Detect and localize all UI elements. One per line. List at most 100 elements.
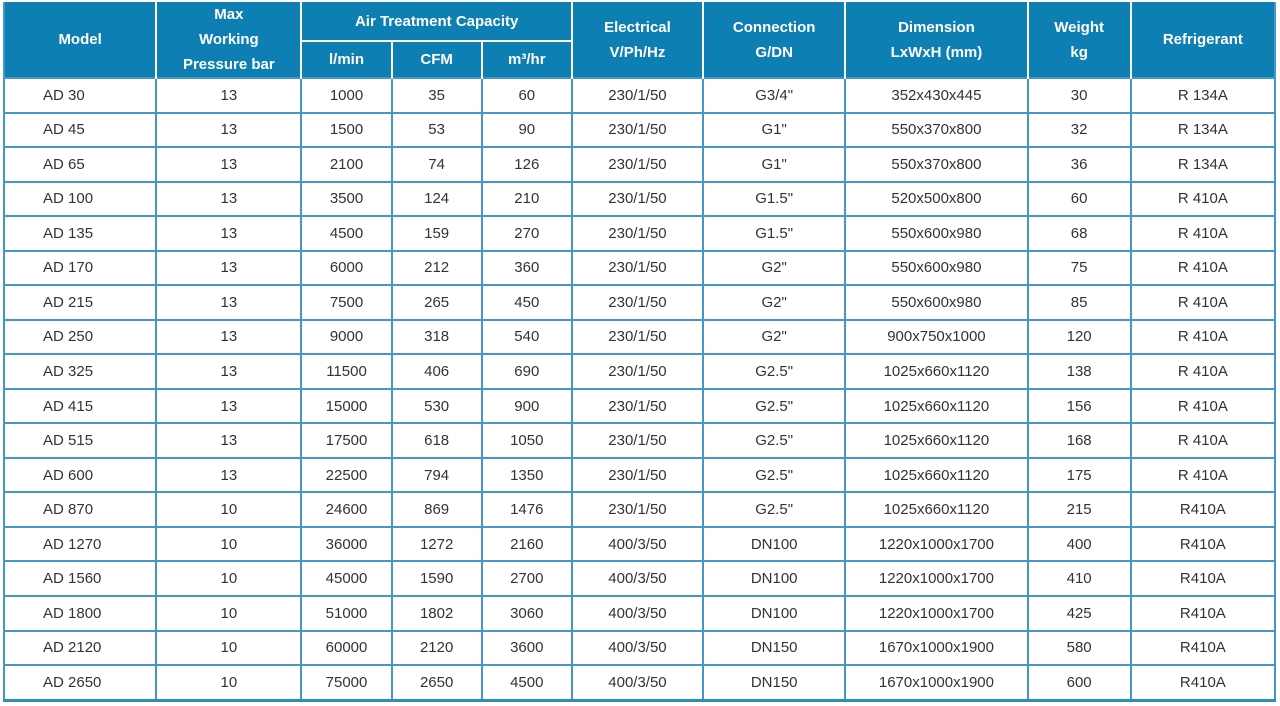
- col-header-lmin: l/min: [300, 40, 392, 78]
- cell-dimension: 1220x1000x1700: [844, 594, 1029, 632]
- cell-model: AD 2120: [2, 629, 158, 667]
- cell-max-working-pressure: 10: [155, 560, 303, 597]
- cell-connection: DN100: [702, 594, 847, 632]
- cell-model: AD 215: [2, 284, 158, 321]
- cell-connection: G1": [702, 111, 847, 149]
- cell-electrical: 400/3/50: [570, 594, 705, 632]
- cell-dimension: 1670x1000x1900: [844, 629, 1029, 667]
- cell-weight: 120: [1026, 318, 1132, 356]
- cell-refrigerant: R 134A: [1129, 146, 1277, 183]
- cell-model: AD 100: [2, 180, 158, 218]
- cell-capacity-lmin: 4500: [300, 215, 393, 252]
- table-row: AD 1270 10 36000 1272 2160 400/3/50 DN10…: [2, 525, 1277, 563]
- cell-dimension: 1220x1000x1700: [844, 525, 1029, 563]
- cell-connection: G2.5": [702, 491, 847, 528]
- cell-capacity-m3hr: 4500: [480, 664, 573, 702]
- cell-model: AD 600: [2, 456, 158, 494]
- cell-weight: 168: [1026, 422, 1132, 459]
- cell-weight: 60: [1026, 180, 1132, 218]
- cell-connection: G2": [702, 284, 847, 321]
- cell-connection: G1": [702, 146, 847, 183]
- cell-model: AD 30: [2, 77, 158, 114]
- cell-capacity-m3hr: 1050: [480, 422, 573, 459]
- table-row: AD 2120 10 60000 2120 3600 400/3/50 DN15…: [2, 629, 1277, 667]
- cell-electrical: 230/1/50: [570, 491, 705, 528]
- cell-refrigerant: R 410A: [1129, 284, 1277, 321]
- cell-dimension: 550x600x980: [844, 249, 1029, 287]
- cell-capacity-m3hr: 360: [480, 249, 573, 287]
- cell-electrical: 400/3/50: [570, 629, 705, 667]
- cell-electrical: 230/1/50: [570, 111, 705, 149]
- cell-model: AD 2650: [2, 664, 158, 702]
- cell-refrigerant: R 410A: [1129, 422, 1277, 459]
- cell-capacity-lmin: 1000: [300, 77, 393, 114]
- cell-capacity-m3hr: 1476: [480, 491, 573, 528]
- cell-capacity-m3hr: 60: [480, 77, 573, 114]
- cell-connection: DN100: [702, 525, 847, 563]
- cell-dimension: 1025x660x1120: [844, 456, 1029, 494]
- cell-capacity-cfm: 1590: [390, 560, 483, 597]
- table-body: AD 30 13 1000 35 60 230/1/50 G3/4" 352x4…: [2, 77, 1277, 702]
- cell-connection: G2.5": [702, 456, 847, 494]
- cell-capacity-lmin: 22500: [300, 456, 393, 494]
- cell-electrical: 230/1/50: [570, 215, 705, 252]
- cell-electrical: 230/1/50: [570, 77, 705, 114]
- table-row: AD 170 13 6000 212 360 230/1/50 G2" 550x…: [2, 249, 1277, 287]
- cell-max-working-pressure: 13: [155, 422, 303, 459]
- cell-connection: G2": [702, 318, 847, 356]
- cell-max-working-pressure: 10: [155, 629, 303, 667]
- cell-electrical: 400/3/50: [570, 560, 705, 597]
- cell-connection: G3/4": [702, 77, 847, 114]
- col-header-dimension: Dimension LxWxH (mm): [844, 2, 1028, 78]
- table-row: AD 2650 10 75000 2650 4500 400/3/50 DN15…: [2, 664, 1277, 702]
- cell-capacity-cfm: 212: [390, 249, 483, 287]
- table-row: AD 100 13 3500 124 210 230/1/50 G1.5" 52…: [2, 180, 1277, 218]
- col-header-max-working-pressure: Max Working Pressure bar: [155, 2, 302, 78]
- cell-refrigerant: R 410A: [1129, 456, 1277, 494]
- cell-capacity-lmin: 60000: [300, 629, 393, 667]
- cell-max-working-pressure: 10: [155, 491, 303, 528]
- cell-model: AD 515: [2, 422, 158, 459]
- col-header-m3hr: m³/hr: [480, 40, 572, 78]
- cell-capacity-m3hr: 90: [480, 111, 573, 149]
- cell-capacity-cfm: 159: [390, 215, 483, 252]
- table-row: AD 600 13 22500 794 1350 230/1/50 G2.5" …: [2, 456, 1277, 494]
- cell-capacity-m3hr: 3600: [480, 629, 573, 667]
- cell-weight: 215: [1026, 491, 1132, 528]
- cell-electrical: 230/1/50: [570, 353, 705, 390]
- table-row: AD 30 13 1000 35 60 230/1/50 G3/4" 352x4…: [2, 77, 1277, 114]
- cell-capacity-cfm: 124: [390, 180, 483, 218]
- cell-capacity-m3hr: 900: [480, 387, 573, 425]
- cell-model: AD 250: [2, 318, 158, 356]
- cell-refrigerant: R410A: [1129, 560, 1277, 597]
- header-row-top: Model Max Working Pressure bar Air Treat…: [4, 2, 1275, 78]
- cell-capacity-cfm: 1272: [390, 525, 483, 563]
- cell-model: AD 65: [2, 146, 158, 183]
- cell-capacity-cfm: 2650: [390, 664, 483, 702]
- cell-capacity-lmin: 24600: [300, 491, 393, 528]
- cell-connection: G2": [702, 249, 847, 287]
- header-row-capacity-units: l/min CFM m³/hr: [4, 40, 1275, 78]
- cell-max-working-pressure: 13: [155, 215, 303, 252]
- cell-dimension: 1025x660x1120: [844, 387, 1029, 425]
- cell-capacity-m3hr: 270: [480, 215, 573, 252]
- cell-refrigerant: R 410A: [1129, 318, 1277, 356]
- cell-electrical: 230/1/50: [570, 422, 705, 459]
- cell-electrical: 230/1/50: [570, 146, 705, 183]
- cell-model: AD 1800: [2, 594, 158, 632]
- cell-capacity-lmin: 2100: [300, 146, 393, 183]
- cell-refrigerant: R410A: [1129, 629, 1277, 667]
- cell-capacity-m3hr: 1350: [480, 456, 573, 494]
- cell-capacity-cfm: 74: [390, 146, 483, 183]
- cell-connection: G1.5": [702, 215, 847, 252]
- cell-max-working-pressure: 13: [155, 77, 303, 114]
- cell-capacity-lmin: 36000: [300, 525, 393, 563]
- cell-weight: 36: [1026, 146, 1132, 183]
- cell-capacity-cfm: 794: [390, 456, 483, 494]
- cell-refrigerant: R410A: [1129, 491, 1277, 528]
- cell-capacity-cfm: 406: [390, 353, 483, 390]
- cell-capacity-lmin: 75000: [300, 664, 393, 702]
- cell-refrigerant: R 410A: [1129, 353, 1277, 390]
